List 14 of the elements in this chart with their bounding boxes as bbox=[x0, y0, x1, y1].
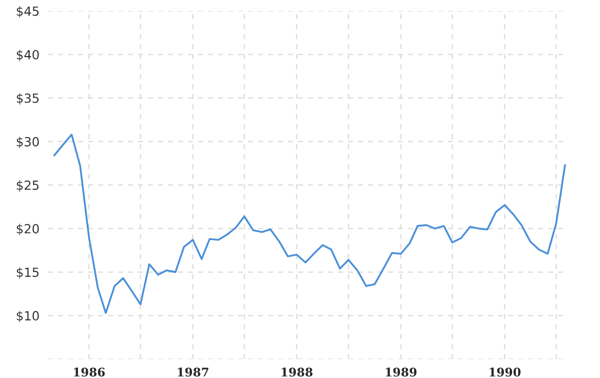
x-tick-label: 1988 bbox=[282, 368, 312, 377]
y-tick-label: $25 bbox=[16, 180, 39, 192]
y-tick-label: $10 bbox=[16, 310, 39, 322]
y-tick-label: $40 bbox=[16, 50, 39, 62]
y-tick-label: $20 bbox=[16, 224, 39, 236]
x-tick-label: 1986 bbox=[74, 368, 105, 377]
line-series bbox=[53, 134, 566, 314]
x-tick-label: 1989 bbox=[386, 368, 417, 377]
x-tick-label: 1990 bbox=[490, 368, 521, 377]
y-tick-label: $35 bbox=[16, 93, 39, 105]
y-tick-label: $45 bbox=[16, 6, 39, 18]
x-tick-label: 1987 bbox=[178, 368, 208, 377]
y-tick-label: $15 bbox=[16, 267, 39, 279]
y-tick-label: $30 bbox=[16, 136, 39, 148]
